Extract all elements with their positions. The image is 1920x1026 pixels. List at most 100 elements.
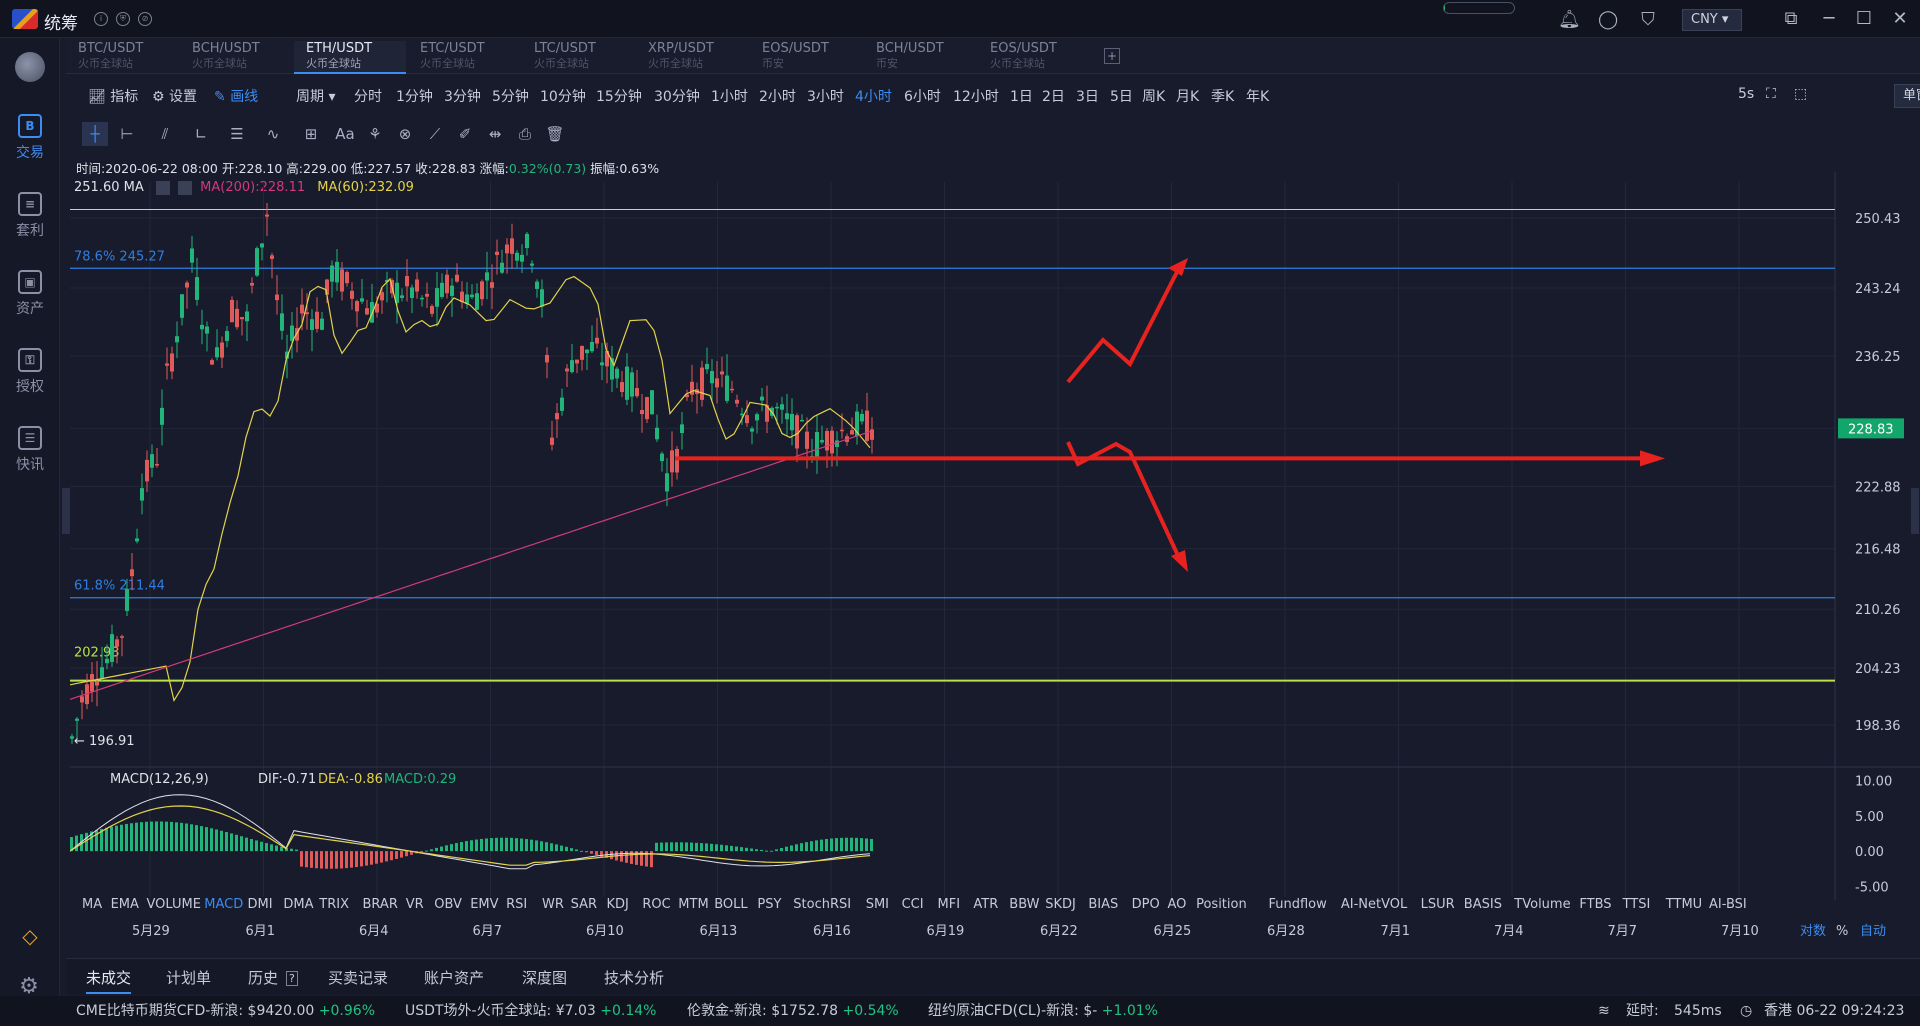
ticker-item[interactable]: CME比特币期货CFD-新浪: $9420.00 +0.96% xyxy=(76,996,375,1026)
period-10m[interactable]: 10分钟 xyxy=(540,89,586,105)
period-3h[interactable]: 3小时 xyxy=(807,89,844,105)
sidebar-item-arbitrage[interactable]: ≡ 套利 xyxy=(0,186,60,256)
candle-body xyxy=(315,311,319,329)
tab-xrp-usdt[interactable]: XRP/USDT 火币全球站 xyxy=(636,41,748,74)
period-1m[interactable]: 1分钟 xyxy=(396,89,433,105)
indicator-button[interactable]: 📈︎ 指标 xyxy=(88,86,138,106)
add-tab-button[interactable]: + xyxy=(1104,48,1120,64)
ma-settings-icon[interactable] xyxy=(155,180,170,195)
draw-button[interactable]: ✎ 画线 xyxy=(214,86,258,106)
tab-etc-usdt[interactable]: ETC/USDT 火币全球站 xyxy=(408,41,520,74)
channel-tool-icon[interactable]: ⫽ xyxy=(161,125,169,143)
tab-ltc-usdt[interactable]: LTC/USDT 火币全球站 xyxy=(522,41,634,74)
ma-close-icon[interactable] xyxy=(178,180,193,195)
fib-tool-icon[interactable]: ☰ xyxy=(230,125,244,143)
sidebar-item-assets[interactable]: ▣ 资产 xyxy=(0,264,60,334)
tab-account-assets[interactable]: 账户资产 xyxy=(424,969,485,987)
candle-body xyxy=(230,299,234,323)
maximize-button[interactable]: ☐ xyxy=(1855,8,1873,29)
lock-icon[interactable]: ⎙ xyxy=(518,125,531,143)
period-12h[interactable]: 12小时 xyxy=(953,89,999,105)
currency-select[interactable]: CNY ▾ xyxy=(1682,9,1742,31)
tab-eth-usdt[interactable]: ETH/USDT 火币全球站 xyxy=(294,41,406,74)
period-5m[interactable]: 5分钟 xyxy=(492,89,529,105)
user-avatar-icon[interactable] xyxy=(15,52,45,82)
shirt-icon[interactable]: ⛉ xyxy=(1641,9,1655,30)
wave-tool-icon[interactable]: ∿ xyxy=(266,125,280,143)
minimize-button[interactable]: ─ xyxy=(1823,8,1835,29)
pin-window-icon[interactable]: ⧉ xyxy=(1784,8,1798,29)
tab-eos-usdt[interactable]: EOS/USDT 火币全球站 xyxy=(978,41,1090,74)
period-year[interactable]: 年K xyxy=(1246,89,1270,105)
pattern-tool-icon[interactable]: ⚘ xyxy=(368,125,382,143)
fib-618-label: 61.8% 211.44 xyxy=(74,579,165,594)
period-select[interactable]: 周期 ▾ xyxy=(296,89,336,105)
settings-gear-icon[interactable]: ⚙ xyxy=(19,974,39,999)
sidebar-item-trade[interactable]: B 交易 xyxy=(0,108,60,178)
measure-icon[interactable]: ⇹ xyxy=(488,125,502,143)
tab-open-orders[interactable]: 未成交 xyxy=(86,967,132,994)
period-1d[interactable]: 1日 xyxy=(1010,89,1033,105)
chat-icon[interactable]: ◯ xyxy=(1598,9,1619,30)
right-collapse-handle[interactable] xyxy=(1911,488,1919,534)
brush-icon[interactable]: ✐ xyxy=(458,125,472,143)
period-2d[interactable]: 2日 xyxy=(1042,89,1065,105)
candle-body xyxy=(500,262,504,273)
period-4h[interactable]: 4小时 xyxy=(855,89,892,105)
candle-body xyxy=(785,413,789,420)
shape-tool-icon[interactable]: ⊞ xyxy=(304,125,318,143)
ruler-icon[interactable]: ⟋ xyxy=(429,125,441,143)
tab-btc-usdt[interactable]: BTC/USDT 火币全球站 xyxy=(66,41,178,74)
tab-technical-analysis[interactable]: 技术分析 xyxy=(604,969,665,987)
angle-tool-icon[interactable]: ∟ xyxy=(194,125,208,143)
period-30m[interactable]: 30分钟 xyxy=(654,89,700,105)
sidebar-item-authorize[interactable]: ⚿ 授权 xyxy=(0,342,60,412)
period-15m[interactable]: 15分钟 xyxy=(596,89,642,105)
close-button[interactable]: ✕ xyxy=(1892,8,1908,29)
tab-history[interactable]: 历史 xyxy=(248,969,279,987)
period-month[interactable]: 月K xyxy=(1176,89,1200,105)
indicator-tab-dmi: DMI xyxy=(248,897,273,912)
period-quarter[interactable]: 季K xyxy=(1211,89,1235,105)
tab-trade-records[interactable]: 买卖记录 xyxy=(328,969,389,987)
info-icon[interactable]: i xyxy=(94,12,108,26)
ticker-item[interactable]: 伦敦金-新浪: $1752.78 +0.54% xyxy=(687,996,899,1026)
settings-button[interactable]: ⚙ 设置 xyxy=(152,86,197,106)
tab-bch-usdt[interactable]: BCH/USDT 火币全球站 xyxy=(180,41,292,74)
refresh-interval[interactable]: 5s xyxy=(1738,86,1755,102)
window-mode-select[interactable]: 单窗口 ▾ xyxy=(1894,84,1920,108)
left-collapse-handle[interactable] xyxy=(62,488,70,534)
sidebar-item-news[interactable]: ☰ 快讯 xyxy=(0,420,60,490)
tab-depth-chart[interactable]: 深度图 xyxy=(522,969,568,987)
period-5d[interactable]: 5日 xyxy=(1110,89,1133,105)
trash-icon[interactable]: 🗑︎ xyxy=(545,125,565,143)
period-fenshi[interactable]: 分时 xyxy=(354,89,382,105)
period-3d[interactable]: 3日 xyxy=(1076,89,1099,105)
ticker-item[interactable]: USDT场外-火币全球站: ¥7.03 +0.14% xyxy=(405,996,656,1026)
tab-eos-usdt-binance[interactable]: EOS/USDT 币安 xyxy=(750,41,862,74)
period-1h[interactable]: 1小时 xyxy=(711,89,748,105)
macd-bar xyxy=(840,837,843,852)
period-week[interactable]: 周K xyxy=(1142,89,1166,105)
indicator-tab-boll: BOLL xyxy=(714,897,748,912)
help-icon[interactable]: ? xyxy=(286,971,298,986)
crosshair-icon[interactable]: ┼ xyxy=(82,122,108,146)
period-3m[interactable]: 3分钟 xyxy=(444,89,481,105)
price-chart[interactable]: 250.43 243.24 236.25 222.88 216.48 210.26 204.… xyxy=(70,152,1920,952)
ticker-item[interactable]: 纽约原油CFD(CL)-新浪: $- +1.01% xyxy=(928,996,1158,1026)
fullscreen-icon[interactable]: ⛶ xyxy=(1766,86,1776,102)
tab-bch-usdt-binance[interactable]: BCH/USDT 币安 xyxy=(864,41,976,74)
candle-body xyxy=(455,274,459,282)
bell-icon[interactable]: 🔔︎ xyxy=(1558,9,1581,30)
period-2h[interactable]: 2小时 xyxy=(759,89,796,105)
link-icon[interactable]: ⊘ xyxy=(138,12,152,26)
line-tool-icon[interactable]: ⊢ xyxy=(120,125,134,143)
text-tool-icon[interactable]: Aa xyxy=(335,125,355,143)
candle-body xyxy=(600,362,604,366)
tab-plan-orders[interactable]: 计划单 xyxy=(166,969,212,987)
shield-icon[interactable]: ⛨ xyxy=(116,12,130,26)
magnet-icon[interactable]: ⊗ xyxy=(398,125,412,143)
popout-icon[interactable]: ⬚ xyxy=(1794,86,1808,102)
diamond-icon[interactable]: ◇ xyxy=(22,924,38,948)
period-6h[interactable]: 6小时 xyxy=(904,89,941,105)
